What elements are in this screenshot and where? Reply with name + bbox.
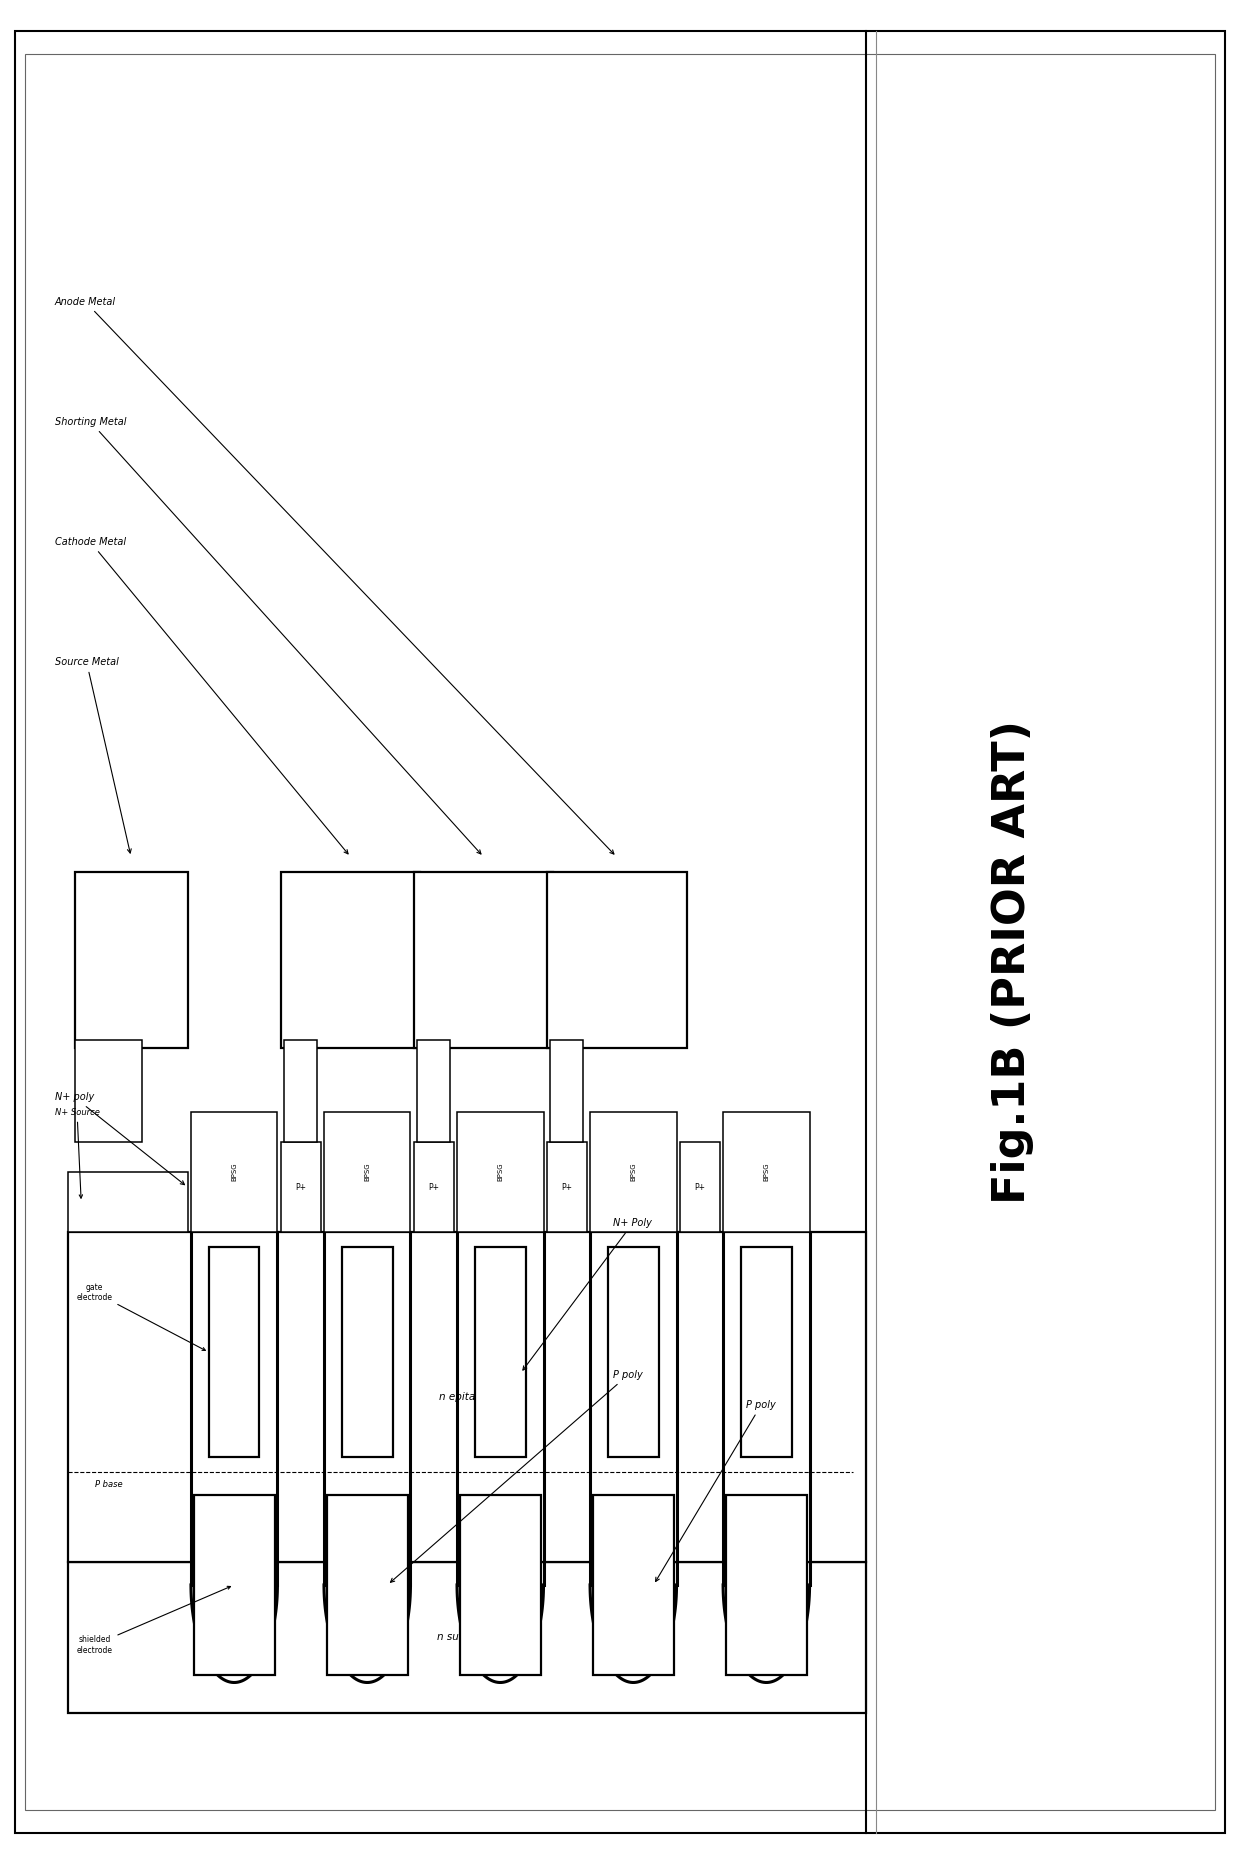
Text: gate
electrode: gate electrode (77, 1282, 206, 1350)
Bar (191, 1113, 278, 1232)
Bar (68, 1172, 187, 1232)
Text: P+: P+ (295, 1182, 306, 1191)
Bar (593, 1495, 673, 1676)
Text: BPSG: BPSG (764, 1163, 769, 1182)
Bar (327, 1495, 408, 1676)
Text: BPSG: BPSG (365, 1163, 371, 1182)
Text: shielded
electrode: shielded electrode (77, 1586, 231, 1655)
Text: Fig.1B (PRIOR ART): Fig.1B (PRIOR ART) (991, 720, 1034, 1204)
Text: P base: P base (94, 1480, 122, 1489)
Text: BPSG: BPSG (630, 1163, 636, 1182)
Bar (723, 1113, 810, 1232)
Text: P poly: P poly (391, 1370, 644, 1583)
Bar (342, 1247, 393, 1458)
Bar (414, 1143, 454, 1232)
Bar (74, 1040, 143, 1143)
Bar (608, 1247, 658, 1458)
Bar (280, 872, 420, 1048)
Bar (417, 1040, 450, 1143)
Bar (460, 1495, 541, 1676)
Text: P+: P+ (428, 1182, 439, 1191)
Bar (590, 1113, 677, 1232)
Text: P+: P+ (694, 1182, 706, 1191)
Bar (324, 1113, 410, 1232)
Bar (74, 872, 187, 1048)
Text: n epitaxtal: n epitaxtal (439, 1392, 495, 1402)
Text: Anode Metal: Anode Metal (55, 296, 614, 854)
Text: BPSG: BPSG (497, 1163, 503, 1182)
Bar (551, 1040, 583, 1143)
Text: BPSG: BPSG (231, 1163, 237, 1182)
Bar (68, 1562, 866, 1713)
Bar (68, 1232, 866, 1562)
Bar (208, 1247, 259, 1458)
Bar (475, 1247, 526, 1458)
Text: P poly: P poly (656, 1400, 776, 1581)
Text: Shorting Metal: Shorting Metal (55, 418, 481, 854)
Bar (193, 1495, 274, 1676)
Bar (414, 872, 553, 1048)
Text: N+ Poly: N+ Poly (523, 1219, 652, 1370)
Bar (680, 1143, 719, 1232)
Bar (458, 1113, 543, 1232)
Text: P+: P+ (562, 1182, 573, 1191)
Text: N+ Source: N+ Source (55, 1107, 99, 1199)
Bar (725, 1495, 807, 1676)
Text: Source Metal: Source Metal (55, 656, 131, 854)
Bar (284, 1040, 317, 1143)
Bar (547, 1143, 587, 1232)
Text: N+ poly: N+ poly (55, 1092, 185, 1186)
Bar (742, 1247, 791, 1458)
Bar (280, 1143, 321, 1232)
Text: n substrate: n substrate (438, 1633, 496, 1642)
Bar (547, 872, 687, 1048)
Text: Cathode Metal: Cathode Metal (55, 537, 348, 854)
